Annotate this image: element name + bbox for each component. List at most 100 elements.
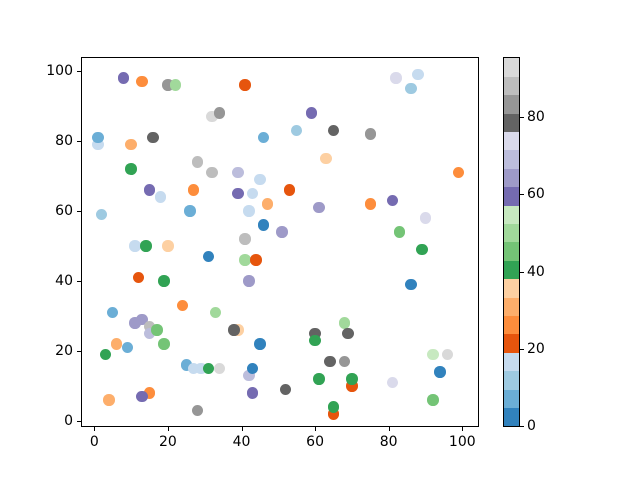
scatter-point xyxy=(143,184,156,196)
scatter-point xyxy=(434,366,446,378)
colorbar-band xyxy=(504,278,519,298)
scatter-point xyxy=(162,79,174,91)
colorbar-band xyxy=(504,76,519,96)
colorbar-tick-mark xyxy=(520,349,524,351)
y-tick-label: 40 xyxy=(55,272,73,289)
x-tick-label: 20 xyxy=(158,434,177,450)
scatter-point xyxy=(202,362,215,375)
scatter-point xyxy=(338,355,351,368)
x-tick-mark xyxy=(167,427,169,431)
scatter-point xyxy=(213,362,226,375)
y-tick-mark xyxy=(77,210,81,212)
x-tick-label: 60 xyxy=(306,434,325,450)
x-tick-mark xyxy=(241,427,243,431)
colorbar-band xyxy=(504,58,519,77)
y-tick-label: 0 xyxy=(64,412,73,429)
colorbar-tick-label: 40 xyxy=(527,263,545,280)
colorbar-band xyxy=(504,370,519,390)
scatter-point xyxy=(346,380,358,392)
scatter-point xyxy=(405,82,417,95)
x-tick-label: 40 xyxy=(232,434,251,450)
x-tick-mark xyxy=(462,427,464,431)
scatter-point xyxy=(412,68,424,81)
x-tick-mark xyxy=(388,427,390,431)
colorbar-band xyxy=(504,131,519,151)
colorbar xyxy=(503,57,520,427)
scatter-point xyxy=(342,327,354,340)
y-tick-mark xyxy=(77,70,81,72)
scatter-point xyxy=(154,191,167,203)
scatter-point xyxy=(132,271,145,284)
scatter-point xyxy=(320,152,332,165)
scatter-point xyxy=(147,131,159,144)
scatter-point xyxy=(309,327,321,340)
scatter-point xyxy=(416,243,428,256)
scatter-point xyxy=(313,373,325,385)
scatter-point xyxy=(386,194,399,207)
scatter-point xyxy=(239,233,251,245)
x-tick-mark xyxy=(315,427,317,431)
scatter-point xyxy=(184,205,196,217)
scatter-point xyxy=(136,313,148,326)
y-tick-mark xyxy=(77,140,81,142)
scatter-point xyxy=(140,240,152,252)
scatter-point xyxy=(283,184,296,196)
scatter-point xyxy=(136,75,148,88)
scatter-point xyxy=(276,226,288,238)
scatter-point xyxy=(250,254,262,266)
scatter-point xyxy=(125,138,137,151)
scatter-point xyxy=(364,128,377,140)
scatter-point xyxy=(243,275,255,287)
scatter-point xyxy=(187,184,200,196)
scatter-point xyxy=(129,240,141,252)
colorbar-tick-label: 20 xyxy=(527,341,545,358)
colorbar-band xyxy=(504,150,519,169)
scatter-point xyxy=(405,278,417,291)
y-tick-label: 20 xyxy=(55,342,73,359)
scatter-point xyxy=(106,306,119,319)
scatter-point xyxy=(452,166,465,179)
scatter-point xyxy=(279,383,292,396)
scatter-point xyxy=(393,226,406,238)
scatter-point xyxy=(202,250,215,263)
scatter-point xyxy=(364,198,377,210)
scatter-point xyxy=(209,306,222,319)
scatter-point xyxy=(246,362,259,375)
x-tick-label: 80 xyxy=(379,434,398,450)
y-tick-mark xyxy=(77,420,81,422)
scatter-point xyxy=(243,369,255,382)
scatter-point xyxy=(191,156,204,168)
scatter-point xyxy=(180,359,193,371)
colorbar-tick-label: 60 xyxy=(527,186,545,203)
y-tick-label: 80 xyxy=(55,132,73,149)
x-tick-mark xyxy=(94,427,96,431)
scatter-point xyxy=(254,338,266,350)
scatter-point xyxy=(92,138,104,151)
y-tick-label: 100 xyxy=(46,62,73,79)
colorbar-band xyxy=(504,352,519,372)
scatter-point xyxy=(246,187,259,200)
colorbar-tick-label: 0 xyxy=(527,418,536,434)
scatter-point xyxy=(95,208,108,221)
scatter-point xyxy=(338,317,351,329)
scatter-point xyxy=(305,107,318,119)
scatter-point xyxy=(246,387,259,399)
scatter-point xyxy=(143,327,156,340)
scatter-point xyxy=(228,324,240,336)
scatter-point xyxy=(103,394,115,406)
x-tick-label: 100 xyxy=(448,434,476,450)
scatter-point xyxy=(129,317,141,329)
colorbar-band xyxy=(504,407,519,427)
scatter-point xyxy=(243,205,255,217)
scatter-point xyxy=(117,72,130,84)
scatter-point xyxy=(232,187,244,200)
colorbar-band xyxy=(504,389,519,409)
scatter-point xyxy=(176,299,189,312)
colorbar-tick-mark xyxy=(520,271,524,273)
scatter-point xyxy=(419,212,432,224)
scatter-point xyxy=(441,348,454,361)
scatter-point xyxy=(191,404,204,417)
scatter-point xyxy=(257,219,270,231)
scatter-point xyxy=(427,394,439,406)
